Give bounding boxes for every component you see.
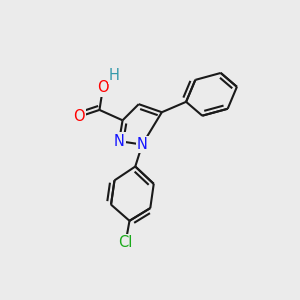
Text: N: N (114, 134, 124, 148)
Text: H: H (109, 68, 120, 83)
Text: N: N (137, 137, 148, 152)
Text: O: O (73, 109, 85, 124)
Text: O: O (97, 80, 109, 95)
Text: Cl: Cl (118, 235, 133, 250)
